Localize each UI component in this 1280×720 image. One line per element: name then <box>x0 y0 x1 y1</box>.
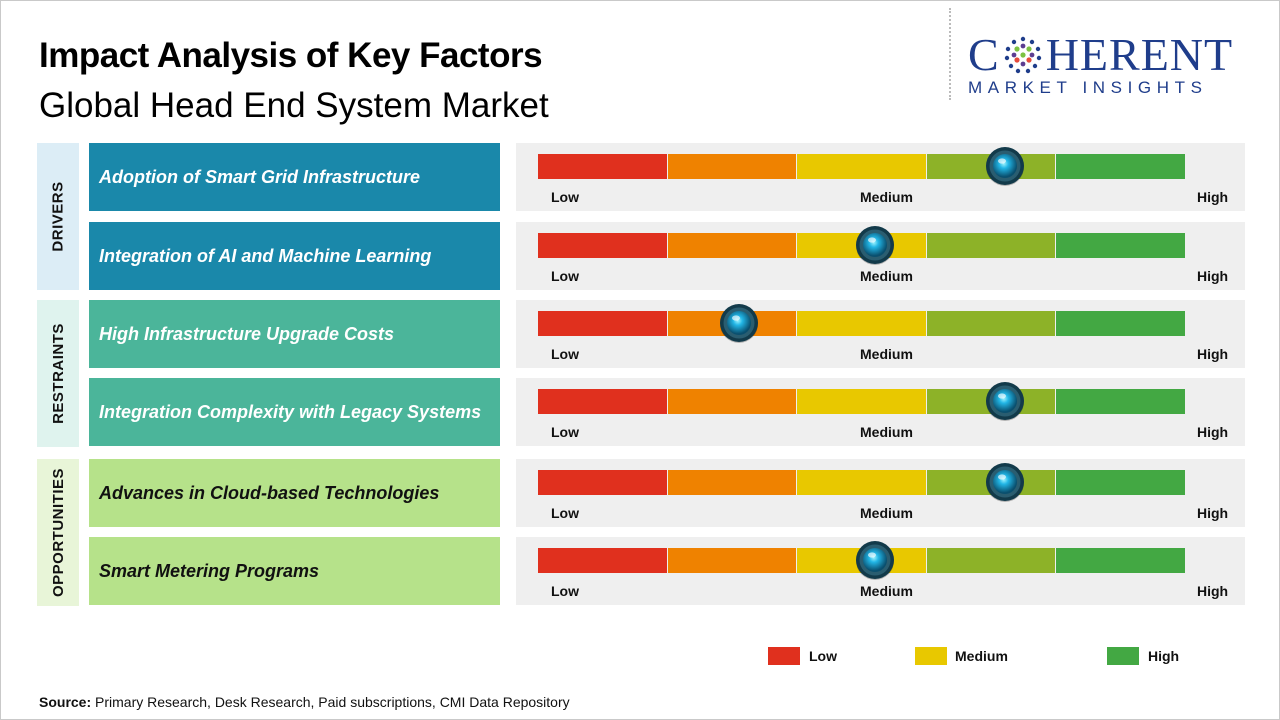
impact-segment <box>667 548 797 573</box>
factor-label: Advances in Cloud-based Technologies <box>99 482 440 503</box>
impact-segment <box>667 389 797 414</box>
factor-label: High Infrastructure Upgrade Costs <box>99 323 395 344</box>
source-text: Primary Research, Desk Research, Paid su… <box>95 694 570 710</box>
impact-segment <box>797 154 926 179</box>
logo-word-post: HERENT <box>1045 29 1234 80</box>
factor-row: High Infrastructure Upgrade Costs <box>89 300 500 368</box>
logo-subtitle: MARKET INSIGHTS <box>968 78 1208 97</box>
impact-segment <box>538 154 667 179</box>
scale-tick-medium: Medium <box>860 268 913 284</box>
scale-tick-high: High <box>1197 346 1229 362</box>
scale-tick-low: Low <box>551 583 579 599</box>
legend-swatch-low <box>768 647 800 665</box>
scale-tick-low: Low <box>551 505 579 521</box>
factor-label: Smart Metering Programs <box>99 560 320 581</box>
impact-segment <box>1056 389 1185 414</box>
scale-tick-medium: Medium <box>860 505 913 521</box>
impact-segment <box>667 470 797 495</box>
logo-wordmark: C HERENT <box>968 30 1260 80</box>
impact-marker <box>985 382 1024 421</box>
scale-tick-high: High <box>1197 505 1229 521</box>
factor-row: Smart Metering Programs <box>89 537 500 605</box>
group-label-restraints: RESTRAINTS <box>37 300 79 447</box>
scale-tick-medium: Medium <box>860 346 913 362</box>
impact-segment <box>538 233 667 258</box>
impact-segment <box>1056 311 1185 336</box>
impact-segment <box>926 311 1056 336</box>
impact-segment <box>797 311 926 336</box>
impact-segment <box>1056 154 1185 179</box>
impact-segment <box>797 389 926 414</box>
factor-label: Adoption of Smart Grid Infrastructure <box>99 166 421 187</box>
impact-marker <box>985 463 1024 502</box>
group-label-text: DRIVERS <box>49 181 67 252</box>
group-label-text: RESTRAINTS <box>49 323 67 424</box>
source-note: Source: Primary Research, Desk Research,… <box>39 694 570 710</box>
scale-tick-low: Low <box>551 424 579 440</box>
scale-tick-medium: Medium <box>860 583 913 599</box>
factor-row: Integration Complexity with Legacy Syste… <box>89 378 500 446</box>
scale-tick-high: High <box>1197 189 1229 205</box>
factor-label: Integration of AI and Machine Learning <box>99 245 432 266</box>
logo-dot-globe-icon <box>1004 36 1041 74</box>
scale-tick-low: Low <box>551 189 579 205</box>
scale-tick-high: High <box>1197 424 1229 440</box>
impact-segment <box>538 548 667 573</box>
impact-segment <box>538 389 667 414</box>
impact-segment <box>1056 548 1185 573</box>
legend-label-medium: Medium <box>955 648 1008 664</box>
scale-tick-high: High <box>1197 268 1229 284</box>
impact-marker <box>719 304 758 343</box>
logo-divider <box>949 8 951 100</box>
impact-segment <box>926 233 1056 258</box>
impact-segment <box>538 311 667 336</box>
group-label-opportunities: OPPORTUNITIES <box>37 459 79 606</box>
group-label-text: OPPORTUNITIES <box>49 467 67 598</box>
legend-label-high: High <box>1148 648 1180 664</box>
factor-row: Adoption of Smart Grid Infrastructure <box>89 143 500 211</box>
scale-tick-low: Low <box>551 346 579 362</box>
legend-label-low: Low <box>809 648 837 664</box>
logo-word-pre: C <box>968 29 1000 80</box>
impact-segment <box>538 470 667 495</box>
scale-tick-low: Low <box>551 268 579 284</box>
scale-tick-medium: Medium <box>860 424 913 440</box>
impact-segment <box>667 154 797 179</box>
impact-marker <box>855 226 894 265</box>
factor-row: Integration of AI and Machine Learning <box>89 222 500 290</box>
scale-tick-medium: Medium <box>860 189 913 205</box>
chart-title: Impact Analysis of Key Factors <box>39 36 543 75</box>
impact-segment <box>797 470 926 495</box>
group-label-drivers: DRIVERS <box>37 143 79 290</box>
impact-segment <box>1056 233 1185 258</box>
chart-subtitle: Global Head End System Market <box>39 86 549 125</box>
scale-tick-high: High <box>1197 583 1229 599</box>
impact-segment <box>667 233 797 258</box>
coherent-logo: C HERENT MARKET INSIGHTS <box>968 30 1260 100</box>
factor-row: Advances in Cloud-based Technologies <box>89 459 500 527</box>
impact-segment <box>1056 470 1185 495</box>
impact-segment <box>926 548 1056 573</box>
impact-marker <box>985 147 1024 186</box>
legend-swatch-medium <box>915 647 947 665</box>
source-label: Source: <box>39 694 92 710</box>
legend-swatch-high <box>1107 647 1139 665</box>
factor-label: Integration Complexity with Legacy Syste… <box>99 401 482 422</box>
impact-marker <box>855 541 894 580</box>
